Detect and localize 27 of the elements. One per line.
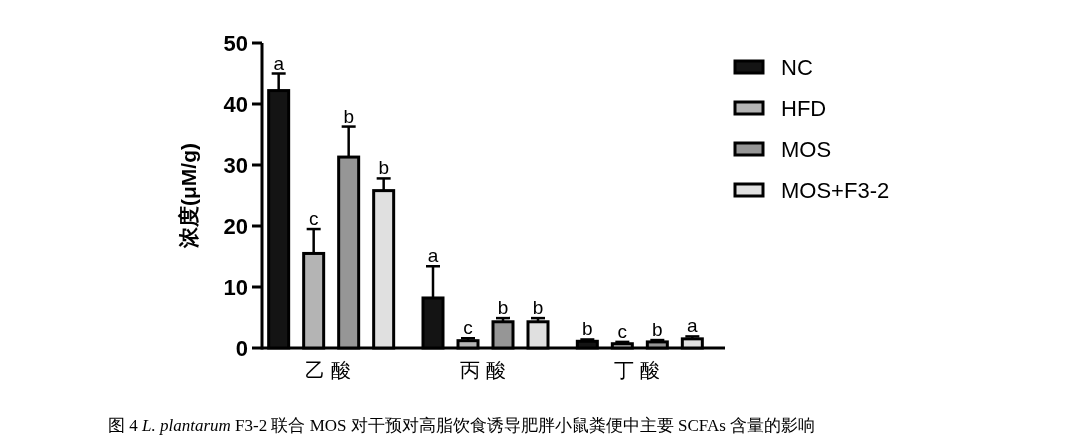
x-tick-label: 丁酸 — [613, 359, 666, 381]
y-tick-label: 20 — [223, 214, 248, 239]
data-label: b — [497, 297, 509, 319]
y-axis-title: 浓度(μM/g) — [177, 143, 200, 249]
x-tick-label: 丙酸 — [459, 359, 512, 381]
data-label: b — [378, 157, 389, 179]
y-tick-label: 10 — [223, 275, 248, 300]
x-tick-label: 乙酸 — [305, 359, 358, 381]
caption: 图 4 L. plantarum F3-2 联合 MOS 对干预对高脂饮食诱导肥胖小鼠粪便中主要 SCFAs 含量的影响 — [108, 416, 816, 435]
data-label: b — [343, 105, 354, 127]
y-tick-label: 40 — [223, 92, 248, 117]
data-label: b — [532, 297, 544, 319]
legend-label: MOS — [781, 137, 832, 162]
legend-label: MOS+F3-2 — [781, 178, 890, 203]
data-label: b — [652, 319, 663, 341]
legend-label: NC — [781, 55, 813, 80]
legend-label: HFD — [781, 96, 827, 121]
y-tick-label: 30 — [223, 153, 248, 178]
data-label: c — [308, 208, 319, 230]
data-label: a — [687, 315, 699, 337]
data-label: a — [427, 245, 439, 267]
y-tick-label: 0 — [235, 336, 248, 361]
data-label: b — [582, 318, 593, 340]
data-label: c — [617, 320, 628, 342]
y-tick-label: 50 — [223, 31, 248, 56]
data-label: a — [273, 52, 285, 74]
data-label: c — [463, 317, 473, 339]
